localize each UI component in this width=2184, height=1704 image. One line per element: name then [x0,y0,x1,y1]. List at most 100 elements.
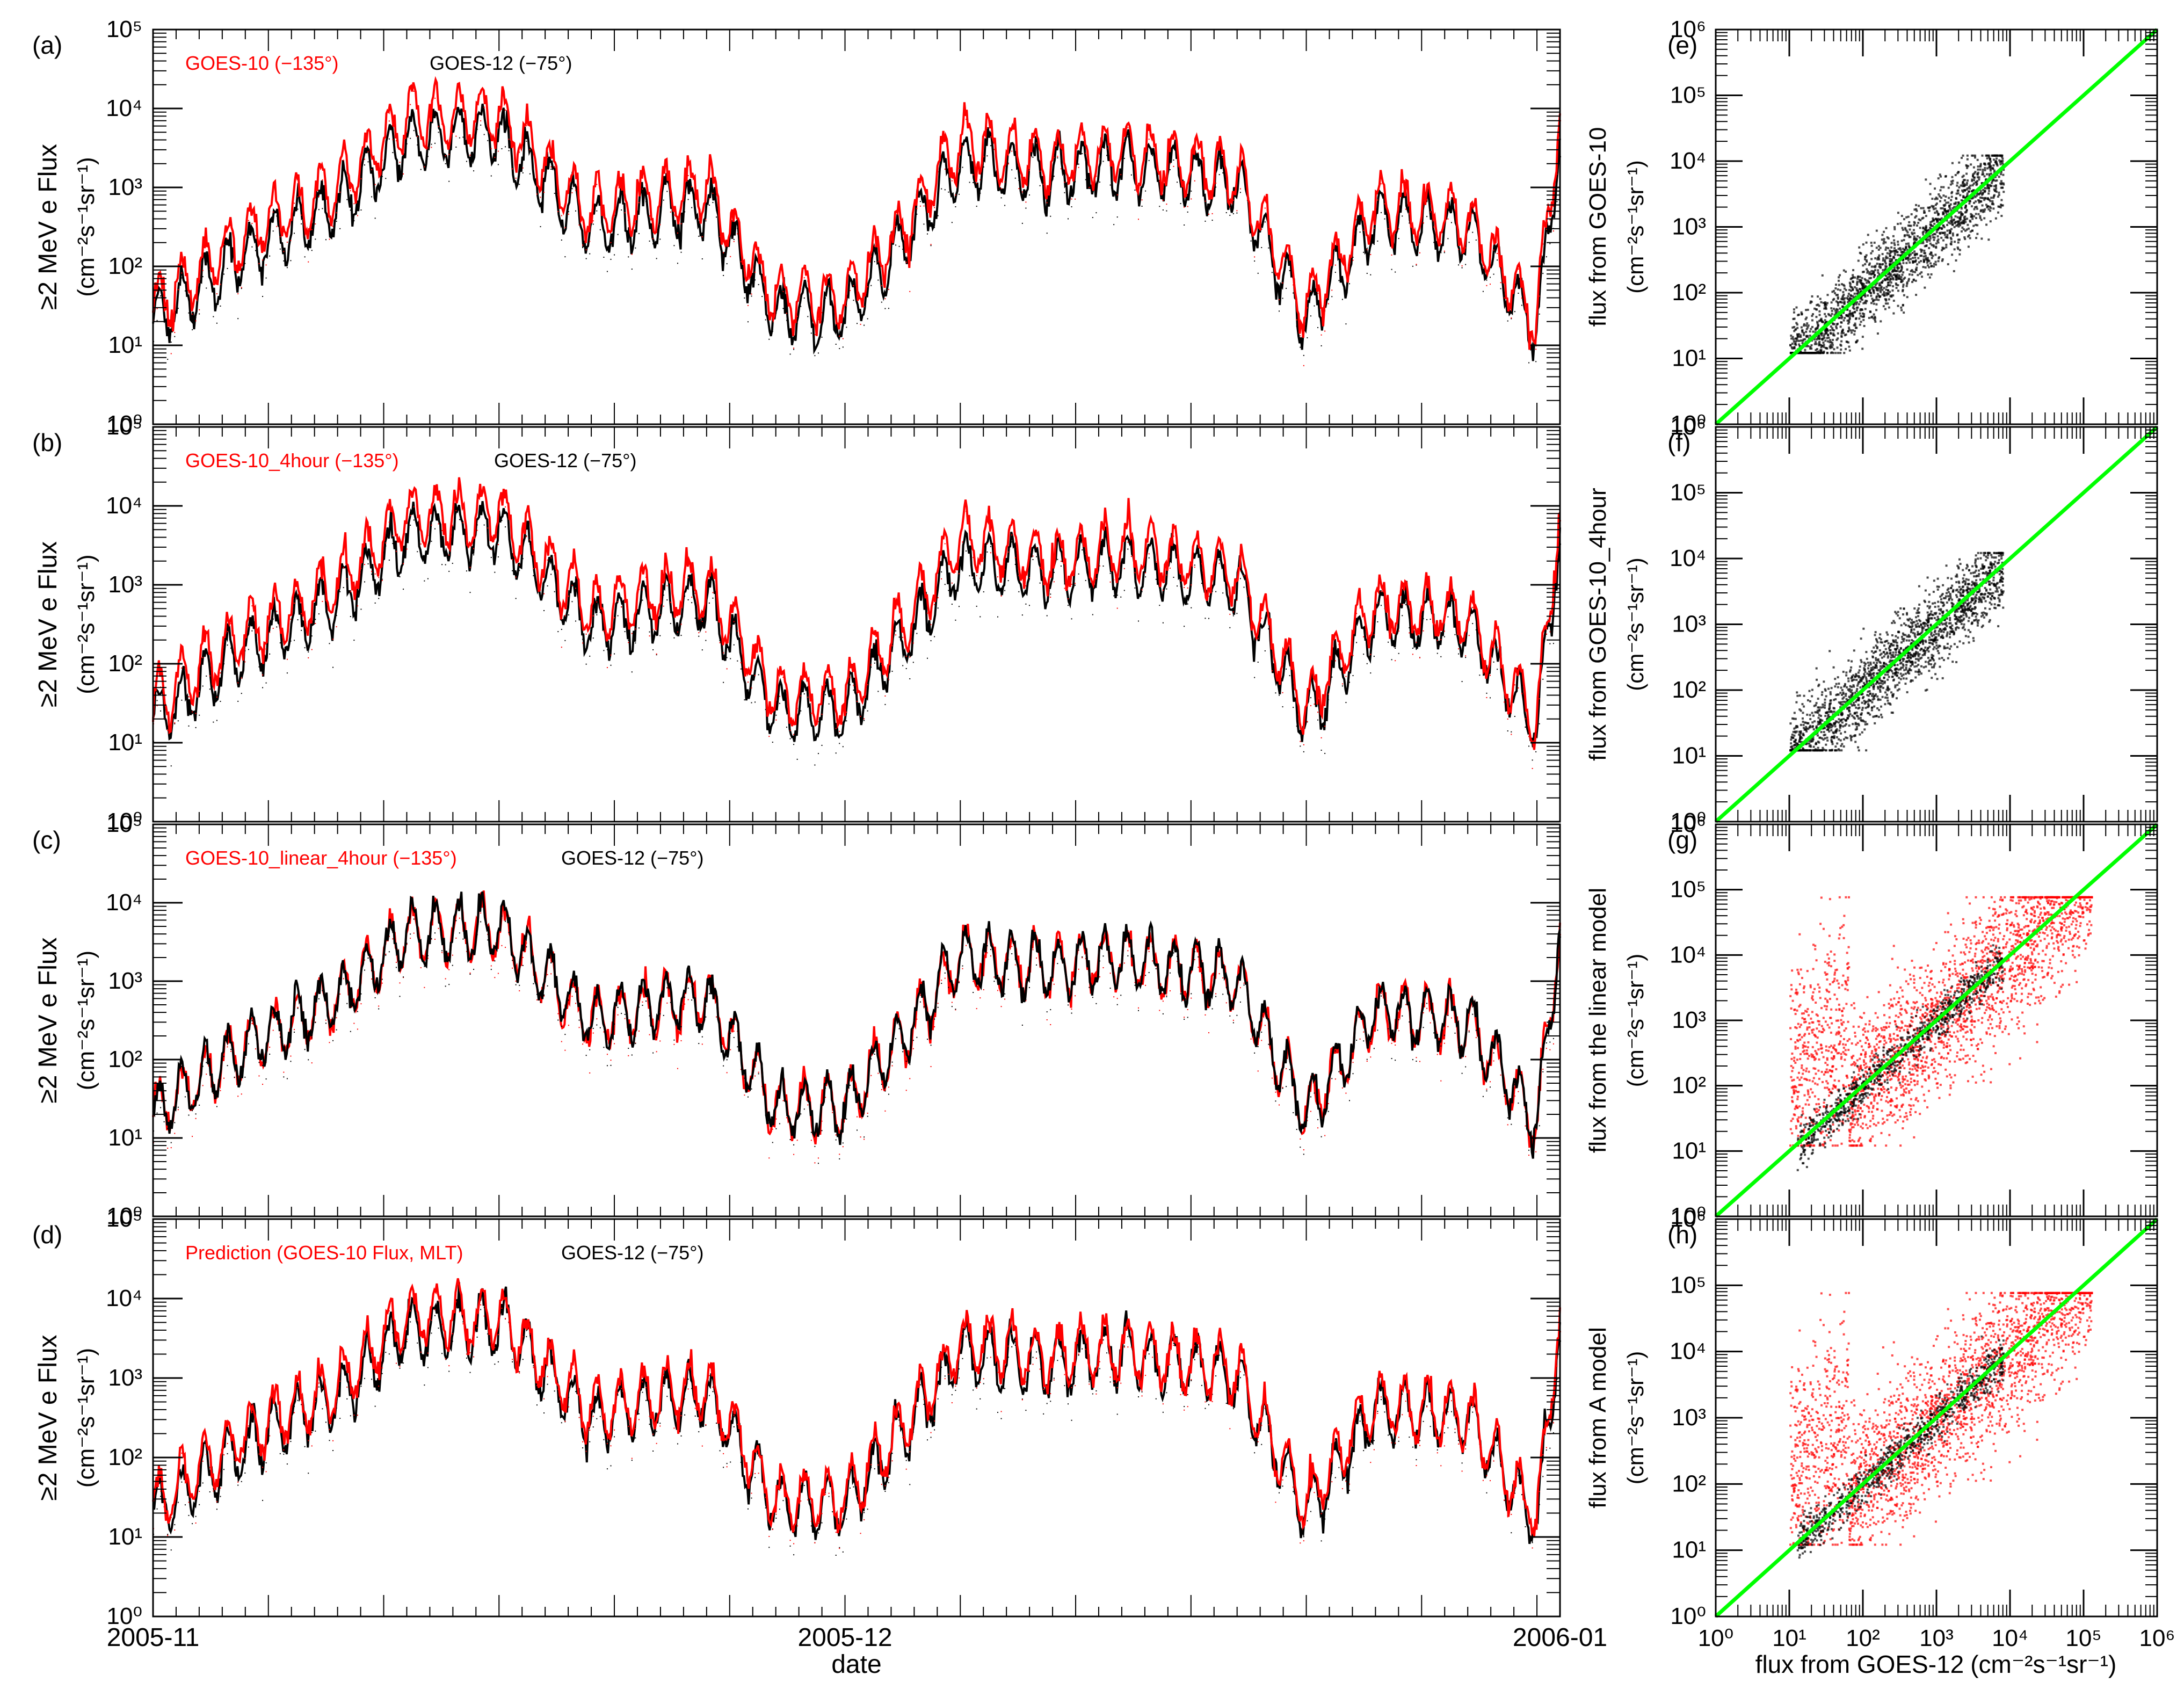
series-dot [912,662,914,663]
series-dot [638,589,640,590]
series-dot [902,249,904,250]
series-dot [308,651,309,652]
series-dot [1092,997,1093,998]
series-dot [891,645,893,647]
series-dot [1099,960,1100,962]
series-dot [888,1093,889,1095]
series-dot [1050,1009,1051,1011]
series-dot [258,259,260,261]
scatter-point [1818,314,1821,316]
series-dot [624,631,626,633]
series-dot [1409,632,1410,634]
series-dot [758,1073,759,1075]
series-dot [1320,749,1322,751]
series-dot [174,1529,176,1531]
series-dot [1071,1012,1072,1014]
scatter-point [1874,319,1876,322]
scatter-point [1868,273,1871,275]
series-dot [424,166,425,168]
series-dot [1011,1346,1013,1347]
series-dot [610,664,612,666]
series-dot [846,305,847,307]
series-dot [817,352,819,354]
scatter-point [1798,339,1801,342]
series-dot [979,1398,981,1400]
series-dot [1450,198,1452,200]
series-dot [1539,1125,1540,1127]
series-dot [1229,613,1231,615]
series-dot [814,355,816,357]
series-dot [526,140,527,142]
scatter-point [1876,282,1878,285]
series-dot [1395,660,1396,662]
series-dot [1405,994,1406,995]
series-dot [258,1453,260,1455]
series-dot [1162,590,1164,591]
series-dot [610,1060,612,1061]
series-dot [1068,1386,1069,1387]
series-dot [1511,1123,1512,1125]
series-dot [740,1425,742,1427]
series-dot [680,1026,682,1027]
series-dot [1106,1321,1108,1323]
series-dot [1152,1338,1153,1340]
series-dot [346,574,348,576]
series-dot [297,1007,299,1009]
series-dot [846,712,847,713]
series-dot [1166,204,1167,205]
scatter-point [1902,228,1904,231]
series-dot [701,1445,703,1447]
series-dot [571,987,573,988]
series-dot [730,1049,731,1050]
scatter-point [1963,236,1966,239]
series-dot [1440,243,1442,245]
scatter-point [1910,213,1913,215]
series-dot [835,1554,837,1556]
series-dot [438,132,439,133]
scatter-point [1890,260,1892,263]
series-dot [1211,590,1213,592]
series-dot [677,1026,678,1027]
scatter-point [1848,327,1851,329]
scatter-point [1835,300,1838,303]
series-dot [1518,1471,1519,1473]
series-dot [381,176,383,177]
series-dot [1036,556,1037,557]
series-dot [174,1122,176,1123]
scatter-point [1964,211,1967,214]
series-dot [540,226,541,228]
series-dot [244,250,246,252]
series-dot [1064,588,1065,589]
series-dot [730,1416,731,1418]
series-dot [519,1371,520,1373]
series-dot [1468,1423,1470,1424]
series-dot [614,617,615,619]
series-dot [258,634,260,636]
series-dot [1430,604,1431,605]
series-dot [912,233,914,234]
series-dot [870,666,872,668]
series-dot [1215,560,1217,562]
series-dot [1497,1422,1498,1424]
series-dot [395,140,397,142]
series-dot [1173,577,1174,578]
series-dot [663,170,664,171]
panel-frame [152,28,1561,425]
series-dot [533,983,534,984]
series-dot [1391,269,1392,270]
y-axis-label: ≥2 MeV e Flux [34,937,62,1103]
series-dot [821,744,823,746]
series-dot [357,594,358,596]
series-dot [596,184,598,185]
series-dot [1300,335,1301,337]
series-dot [1303,365,1304,366]
series-dot [1007,551,1009,553]
series-dot [1007,1357,1009,1358]
series-dot [1303,744,1304,745]
series-dot [1542,678,1544,680]
series-dot [810,301,812,303]
series-dot [684,576,686,578]
series-dot [1334,1078,1336,1080]
series-dot [554,1390,555,1392]
series-dot [1060,161,1062,163]
